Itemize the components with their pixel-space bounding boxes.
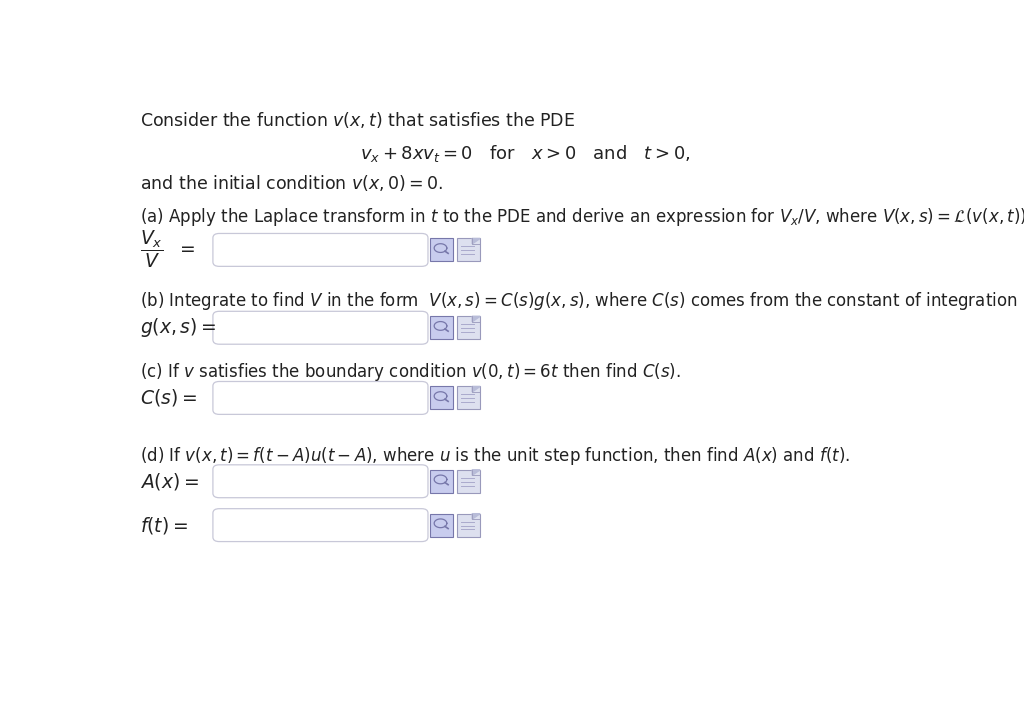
FancyBboxPatch shape xyxy=(213,382,428,414)
FancyBboxPatch shape xyxy=(430,387,453,409)
Text: $v_x + 8xv_t = 0$   for   $x > 0$   and   $t > 0,$: $v_x + 8xv_t = 0$ for $x > 0$ and $t > 0… xyxy=(359,143,690,164)
FancyBboxPatch shape xyxy=(458,239,480,261)
Text: $g(x, s) =$: $g(x, s) =$ xyxy=(140,316,216,339)
FancyBboxPatch shape xyxy=(213,465,428,498)
FancyBboxPatch shape xyxy=(213,234,428,266)
Text: (d) If $v(x,t) = f(t-A)u(t-A)$, where $u$ is the unit step function, then find $: (d) If $v(x,t) = f(t-A)u(t-A)$, where $u… xyxy=(140,444,850,466)
Polygon shape xyxy=(472,316,480,322)
FancyBboxPatch shape xyxy=(430,239,453,261)
FancyBboxPatch shape xyxy=(213,508,428,542)
FancyBboxPatch shape xyxy=(458,513,480,537)
FancyBboxPatch shape xyxy=(430,470,453,493)
Text: (b) Integrate to find $V$ in the form  $V(x, s) = C(s)g(x, s)$, where $C(s)$ com: (b) Integrate to find $V$ in the form $V… xyxy=(140,290,1024,312)
Polygon shape xyxy=(472,239,480,244)
Polygon shape xyxy=(472,470,480,476)
Text: and the initial condition $v(x, 0) = 0.$: and the initial condition $v(x, 0) = 0.$ xyxy=(140,173,443,193)
FancyBboxPatch shape xyxy=(430,316,453,339)
Text: Consider the function $v(x, t)$ that satisfies the PDE: Consider the function $v(x, t)$ that sat… xyxy=(140,110,575,130)
Text: $\dfrac{V_x}{V}$  $=$: $\dfrac{V_x}{V}$ $=$ xyxy=(140,229,195,271)
Text: (c) If $v$ satisfies the boundary condition $v(0, t) = 6t$ then find $C(s)$.: (c) If $v$ satisfies the boundary condit… xyxy=(140,361,681,382)
Text: $A(x) =$: $A(x) =$ xyxy=(140,471,199,492)
FancyBboxPatch shape xyxy=(213,311,428,344)
Polygon shape xyxy=(472,387,480,392)
Text: $f(t) =$: $f(t) =$ xyxy=(140,515,187,535)
FancyBboxPatch shape xyxy=(458,470,480,493)
Polygon shape xyxy=(472,513,480,519)
FancyBboxPatch shape xyxy=(458,316,480,339)
Text: (a) Apply the Laplace transform in $t$ to the PDE and derive an expression for $: (a) Apply the Laplace transform in $t$ t… xyxy=(140,206,1024,228)
Text: $C(s) =$: $C(s) =$ xyxy=(140,387,197,409)
FancyBboxPatch shape xyxy=(430,513,453,537)
FancyBboxPatch shape xyxy=(458,387,480,409)
